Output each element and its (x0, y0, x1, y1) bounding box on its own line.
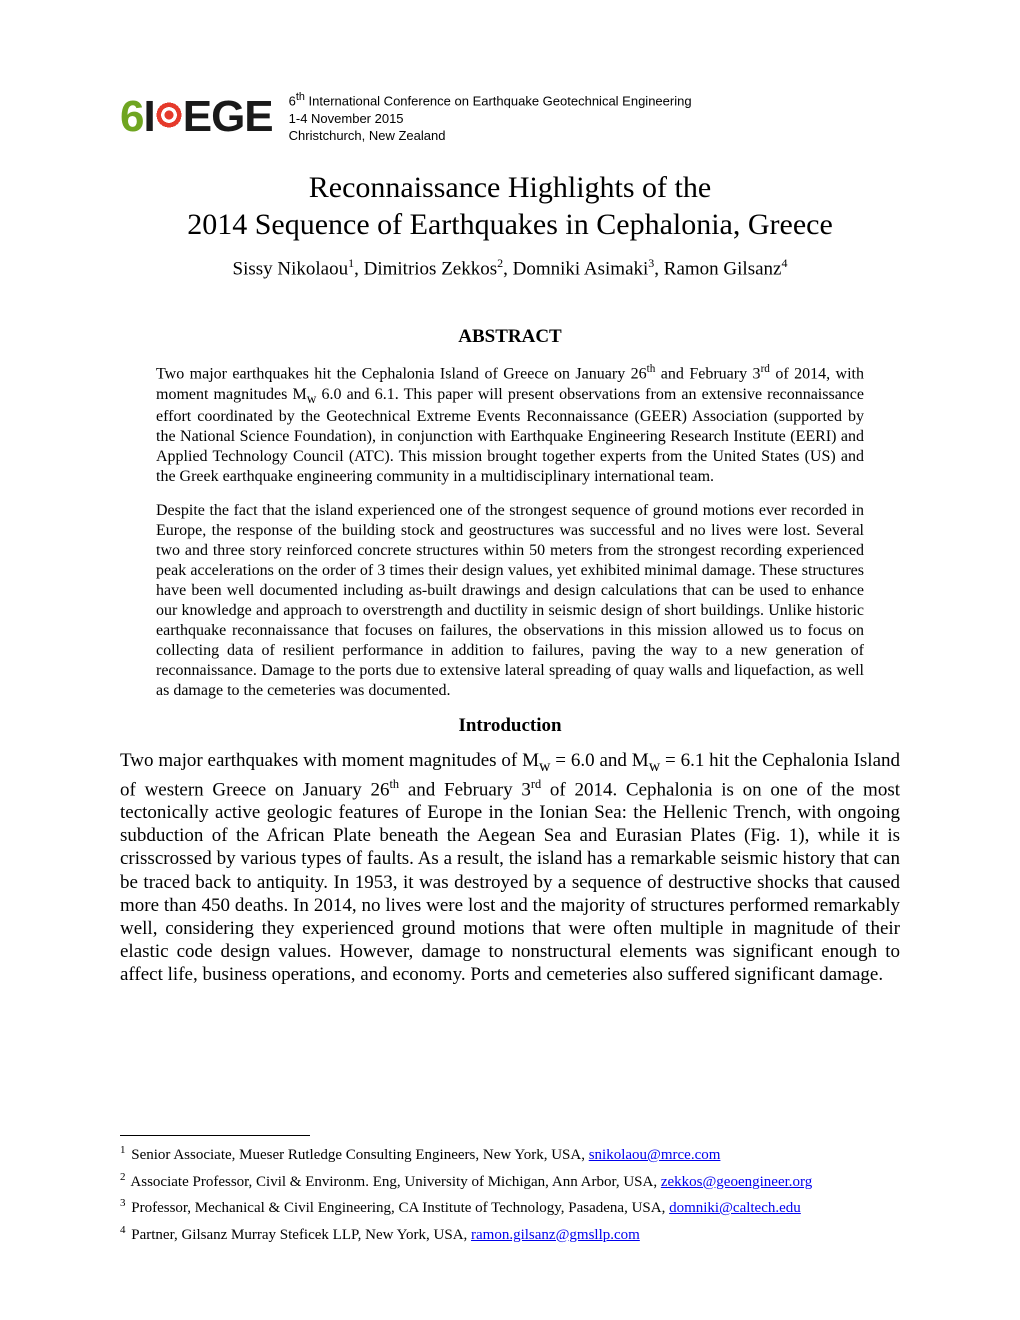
abstract-heading: ABSTRACT (120, 326, 900, 348)
abstract-para-2: Despite the fact that the island experie… (156, 501, 864, 701)
conf-rest: International Conference on Earthquake G… (305, 93, 692, 108)
paper-title: Reconnaissance Highlights of the 2014 Se… (120, 169, 900, 244)
footnote-4: 4 Partner, Gilsanz Murray Steficek LLP, … (120, 1222, 900, 1247)
conference-logo: 6IEGE (120, 92, 273, 142)
title-line-2: 2014 Sequence of Earthquakes in Cephalon… (187, 208, 833, 241)
footnote-1-email[interactable]: snikolaou@mrce.com (589, 1147, 721, 1163)
author-3-sup: 3 (648, 256, 654, 270)
conference-line-1: 6th International Conference on Earthqua… (289, 90, 692, 110)
conference-info: 6th International Conference on Earthqua… (289, 90, 692, 145)
page-header: 6IEGE 6th International Conference on Ea… (120, 90, 900, 145)
author-3: Domniki Asimaki (513, 258, 649, 279)
conference-line-3: Christchurch, New Zealand (289, 127, 692, 145)
footnote-2-email[interactable]: zekkos@geoengineer.org (661, 1174, 812, 1190)
author-2: Dimitrios Zekkos (364, 258, 498, 279)
title-line-1: Reconnaissance Highlights of the (309, 171, 711, 204)
author-1-sup: 1 (348, 256, 354, 270)
conference-line-2: 1-4 November 2015 (289, 110, 692, 128)
logo-text-post: EGE (183, 92, 273, 142)
footnotes: 1 Senior Associate, Mueser Rutledge Cons… (120, 1135, 900, 1248)
author-4: Ramon Gilsanz (664, 258, 782, 279)
footnote-3: 3 Professor, Mechanical & Civil Engineer… (120, 1195, 900, 1220)
logo-six: 6 (120, 92, 143, 142)
author-2-sup: 2 (497, 256, 503, 270)
author-list: Sissy Nikolaou1, Dimitrios Zekkos2, Domn… (120, 256, 900, 280)
abstract-block: Two major earthquakes hit the Cephalonia… (156, 362, 864, 701)
conf-sup: th (296, 91, 305, 103)
footnote-rule (120, 1135, 310, 1136)
footnote-1: 1 Senior Associate, Mueser Rutledge Cons… (120, 1142, 900, 1167)
footnote-4-email[interactable]: ramon.gilsanz@gmsllp.com (471, 1227, 640, 1243)
footnote-2: 2 Associate Professor, Civil & Environm.… (120, 1169, 900, 1194)
conf-prefix: 6 (289, 93, 296, 108)
intro-para: Two major earthquakes with moment magnit… (120, 749, 900, 986)
author-4-sup: 4 (781, 256, 787, 270)
introduction-heading: Introduction (120, 715, 900, 737)
introduction-body: Two major earthquakes with moment magnit… (120, 749, 900, 986)
author-1: Sissy Nikolaou (233, 258, 349, 279)
footnote-3-email[interactable]: domniki@caltech.edu (669, 1200, 801, 1216)
abstract-para-1: Two major earthquakes hit the Cephalonia… (156, 362, 864, 487)
logo-target-icon (153, 99, 185, 131)
